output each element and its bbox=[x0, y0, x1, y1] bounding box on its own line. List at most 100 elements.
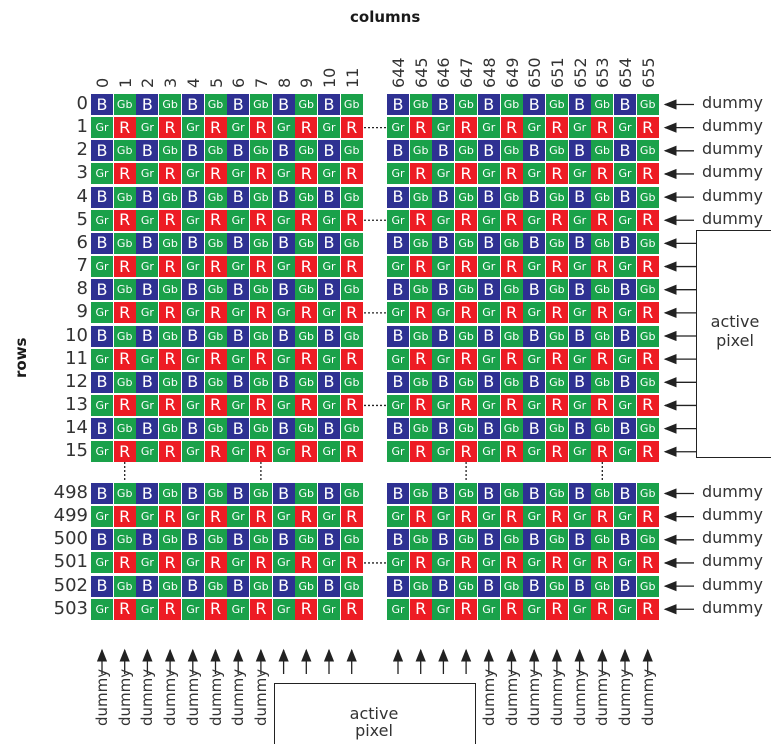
dummy-column-label: dummy bbox=[525, 668, 544, 726]
pixel-cell: R bbox=[591, 348, 614, 370]
pixel-cell: Gb bbox=[455, 186, 478, 208]
pixel-cell: R bbox=[159, 117, 182, 139]
column-number: 2 bbox=[138, 77, 158, 88]
pixel-cell: Gb bbox=[295, 232, 318, 254]
pixel-cell: R bbox=[295, 552, 318, 574]
pixel-cell: Gb bbox=[500, 140, 523, 162]
pixel-cell: Gr bbox=[227, 163, 250, 185]
pixel-cell: Gr bbox=[523, 117, 546, 139]
column-number: 651 bbox=[547, 57, 567, 88]
pixel-cell: Gr bbox=[227, 598, 250, 620]
pixel-cell: R bbox=[249, 348, 272, 370]
pixel-cell: R bbox=[159, 302, 182, 324]
pixel-cell: B bbox=[318, 94, 340, 115]
pixel-cell: Gr bbox=[272, 163, 295, 185]
pixel-cell: Gr bbox=[432, 163, 455, 185]
pixel-cell: Gb bbox=[409, 418, 432, 440]
pixel-cell: B bbox=[387, 140, 409, 162]
pixel-cell: R bbox=[500, 394, 523, 416]
pixel-cell: B bbox=[181, 140, 204, 162]
pixel-cell: R bbox=[500, 302, 523, 324]
pixel-cell: B bbox=[432, 232, 455, 254]
pixel-cell: R bbox=[295, 117, 318, 139]
row-number: 502 bbox=[53, 574, 88, 596]
pixel-cell: Gb bbox=[113, 418, 136, 440]
pixel-cell: Gb bbox=[500, 94, 523, 115]
pixel-cell: Gb bbox=[249, 529, 272, 551]
pixel-cell: B bbox=[387, 371, 409, 393]
pixel-cell: B bbox=[318, 325, 340, 347]
pixel-cell: Gr bbox=[614, 394, 636, 416]
pixel-cell: Gr bbox=[614, 598, 636, 620]
pixel-cell: Gr bbox=[181, 302, 204, 324]
pixel-cell: B bbox=[568, 418, 591, 440]
dummy-column-label: dummy bbox=[93, 668, 111, 726]
pixel-cell: R bbox=[591, 256, 614, 278]
dummy-column-label: dummy bbox=[638, 668, 657, 726]
pixel-cell: Gr bbox=[136, 598, 159, 620]
pixel-cell: Gr bbox=[477, 302, 500, 324]
pixel-cell: B bbox=[523, 279, 546, 301]
pixel-cell: R bbox=[455, 598, 478, 620]
pixel-cell: R bbox=[113, 348, 136, 370]
pixel-cell: Gb bbox=[500, 418, 523, 440]
pixel-cell: R bbox=[204, 441, 227, 463]
pixel-cell: Gb bbox=[249, 279, 272, 301]
dummy-row-label: dummy bbox=[702, 528, 763, 548]
active-pixel-rows-label: active pixel bbox=[710, 312, 760, 351]
dummy-column-label: dummy bbox=[206, 668, 225, 726]
pixel-cell: B bbox=[523, 529, 546, 551]
pixel-cell: Gb bbox=[249, 186, 272, 208]
pixel-cell: B bbox=[318, 575, 340, 597]
pixel-cell: B bbox=[136, 418, 159, 440]
pixel-cell: R bbox=[591, 163, 614, 185]
column-number: 652 bbox=[570, 57, 590, 88]
column-number: 655 bbox=[638, 57, 658, 88]
pixel-cell: B bbox=[568, 529, 591, 551]
column-number: 5 bbox=[206, 77, 226, 88]
pixel-cell: Gb bbox=[204, 325, 227, 347]
pixel-cell: Gr bbox=[318, 598, 340, 620]
pixel-cell: B bbox=[432, 140, 455, 162]
pixel-cell: R bbox=[113, 209, 136, 231]
pixel-cell: Gr bbox=[181, 163, 204, 185]
pixel-cell: Gb bbox=[409, 186, 432, 208]
pixel-cell: B bbox=[91, 186, 113, 208]
pixel-cell: Gb bbox=[500, 186, 523, 208]
pixel-cell: Gb bbox=[591, 529, 614, 551]
pixel-cell: R bbox=[636, 209, 659, 231]
dummy-column-label: dummy bbox=[229, 668, 248, 726]
pixel-cell: Gr bbox=[318, 506, 340, 528]
pixel-cell: B bbox=[614, 140, 636, 162]
column-number: 4 bbox=[183, 77, 203, 88]
pixel-cell: B bbox=[568, 140, 591, 162]
pixel-cell: R bbox=[591, 117, 614, 139]
column-number: 645 bbox=[411, 57, 431, 88]
row-number: 503 bbox=[53, 597, 88, 619]
pixel-cell: R bbox=[204, 117, 227, 139]
column-number: 650 bbox=[525, 57, 545, 88]
pixel-cell: Gr bbox=[272, 441, 295, 463]
pixel-cell: R bbox=[159, 598, 182, 620]
dummy-row-label: dummy bbox=[702, 597, 763, 617]
pixel-cell: B bbox=[523, 418, 546, 440]
pixel-cell: B bbox=[227, 418, 250, 440]
pixel-cell: Gb bbox=[159, 94, 182, 115]
pixel-cell: Gb bbox=[295, 575, 318, 597]
pixel-cell: B bbox=[477, 575, 500, 597]
pixel-cell: B bbox=[432, 94, 455, 115]
pixel-cell: Gr bbox=[387, 209, 409, 231]
column-number: 8 bbox=[274, 77, 294, 88]
dummy-row-label: dummy bbox=[702, 574, 763, 594]
dummy-row-label: dummy bbox=[702, 139, 763, 159]
pixel-cell: R bbox=[500, 348, 523, 370]
pixel-cell: Gr bbox=[272, 394, 295, 416]
pixel-cell: B bbox=[568, 186, 591, 208]
pixel-cell: B bbox=[227, 279, 250, 301]
pixel-cell: Gr bbox=[136, 441, 159, 463]
pixel-cell: Gr bbox=[568, 394, 591, 416]
pixel-cell: B bbox=[523, 94, 546, 115]
pixel-cell: Gb bbox=[249, 575, 272, 597]
pixel-cell: R bbox=[545, 256, 568, 278]
pixel-cell: B bbox=[477, 186, 500, 208]
